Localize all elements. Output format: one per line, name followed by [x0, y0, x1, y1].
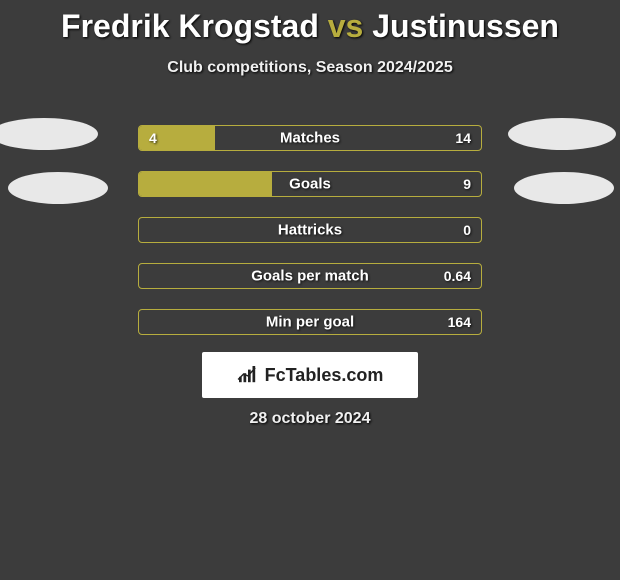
- stat-label: Min per goal: [266, 314, 354, 331]
- stat-bar-row: Min per goal 164: [138, 309, 482, 335]
- stat-right-value: 0.64: [444, 268, 471, 284]
- left-club-badges: [0, 118, 120, 226]
- vs-separator: vs: [328, 8, 364, 44]
- stat-bar-row: Hattricks 0: [138, 217, 482, 243]
- snapshot-date: 28 october 2024: [0, 410, 620, 428]
- club-badge-placeholder: [508, 118, 616, 150]
- brand-text: FcTables.com: [265, 365, 384, 386]
- bar-chart-icon: [237, 366, 259, 384]
- player2-name: Justinussen: [372, 8, 559, 44]
- club-badge-placeholder: [0, 118, 98, 150]
- stat-label: Goals per match: [251, 268, 369, 285]
- stat-left-value: 4: [149, 130, 157, 146]
- stat-label: Goals: [289, 176, 331, 193]
- stat-right-value: 9: [463, 176, 471, 192]
- subtitle: Club competitions, Season 2024/2025: [0, 59, 620, 77]
- stat-bar-row: 4 Matches 14: [138, 125, 482, 151]
- club-badge-placeholder: [8, 172, 108, 204]
- stat-right-value: 164: [448, 314, 471, 330]
- stat-bar-fill: [139, 172, 272, 196]
- right-club-badges: [508, 118, 620, 226]
- player1-name: Fredrik Krogstad: [61, 8, 319, 44]
- club-badge-placeholder: [514, 172, 614, 204]
- comparison-title: Fredrik Krogstad vs Justinussen: [0, 0, 620, 45]
- stat-bar-row: Goals 9: [138, 171, 482, 197]
- stat-label: Matches: [280, 130, 340, 147]
- stat-label: Hattricks: [278, 222, 342, 239]
- brand-badge: FcTables.com: [202, 352, 418, 398]
- stat-bars: 4 Matches 14 Goals 9 Hattricks 0 Goals per matc…: [138, 125, 482, 355]
- stat-right-value: 0: [463, 222, 471, 238]
- stat-right-value: 14: [455, 130, 471, 146]
- stat-bar-row: Goals per match 0.64: [138, 263, 482, 289]
